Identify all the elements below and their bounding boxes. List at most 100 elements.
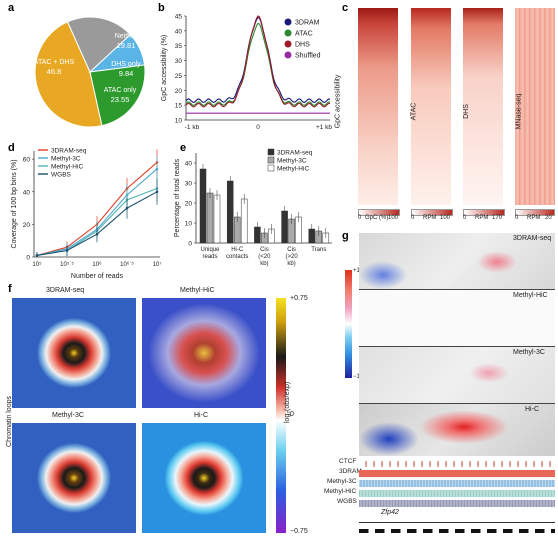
b-legend-marker-3 — [284, 51, 292, 59]
c-scale-3-hi: 20 — [545, 215, 552, 221]
b-xtick-label-2: +1 kb — [316, 124, 332, 131]
b-legend-label-2: DHS — [295, 42, 310, 49]
pie-value-0: 46.8 — [47, 67, 62, 76]
d-point-3-2 — [95, 232, 99, 236]
d-xtick-label-3: 10⁶˙⁵ — [120, 261, 134, 268]
b-ytick-label-7: 45 — [175, 14, 183, 21]
pie-value-1: 19.81 — [117, 41, 136, 50]
e-xtick-label-3-2: kb) — [287, 261, 295, 267]
g-label-3dram: 3DRAM-seq — [513, 235, 552, 242]
d-series-1 — [36, 168, 158, 256]
e-bar-0-1 — [206, 192, 214, 244]
g-label-hic: Hi-C — [525, 406, 539, 413]
e-xtick-label-0-0: Unique — [200, 247, 220, 253]
c-side-label: GpC accessibility — [334, 74, 342, 129]
c-col-label-atac: ATAC — [410, 102, 418, 121]
f-scale-mid: 0 — [290, 411, 294, 418]
e-legend-marker-1 — [267, 156, 275, 164]
panel-label-f: f — [8, 283, 12, 295]
b-legend-marker-1 — [284, 29, 292, 37]
g-label-ctcf: CTCF — [339, 458, 357, 465]
f-title-3: Hi-C — [194, 412, 208, 419]
c-col-label-mnase: MNase-seq — [515, 93, 523, 130]
d-ytick-label-1: 20 — [23, 222, 31, 229]
c-scale-3 — [515, 209, 555, 216]
d-xlabel: Number of reads — [71, 273, 124, 280]
e-ytick-label-0: 0 — [188, 241, 192, 248]
g-3dram-track — [359, 470, 555, 477]
pie-value-3: 23.55 — [111, 95, 130, 104]
pie-slice-3 — [89, 64, 146, 127]
f-colorbar — [276, 298, 286, 533]
panel-f: 3DRAM-seq Methyl-HiC Methyl-3C Hi-C Chro… — [6, 283, 336, 537]
c-scale-3-unit: RPM — [527, 215, 541, 221]
d-xtick-label-4: 10⁷ — [153, 261, 162, 268]
b-ytick-label-1: 15 — [175, 103, 183, 110]
c-scale-1-unit: RPM — [423, 215, 437, 221]
g-label-wgbs: WGBS — [337, 498, 357, 505]
b-legend-marker-2 — [284, 40, 292, 48]
f-title-0: 3DRAM-seq — [46, 287, 85, 294]
g-gene-blocks — [359, 529, 555, 533]
pie-label-0: ATAC + DHS — [34, 59, 75, 66]
g-track-methylhic — [359, 290, 555, 347]
panel-label-a: a — [8, 2, 15, 14]
c-scale-1 — [411, 209, 453, 216]
g-label-3dram-m: 3DRAM — [339, 468, 362, 475]
heatmap-atac — [411, 8, 451, 205]
c-scale-0 — [358, 209, 400, 216]
panel-g: +100 −100 Hi-C score 3DRAM-seq Methyl-Hi… — [324, 233, 555, 537]
e-ytick-label-4: 40 — [185, 161, 193, 168]
b-legend-label-0: 3DRAM — [295, 20, 320, 27]
g-label-methylhic: Methyl-HiC — [513, 292, 548, 299]
g-track-3dram — [359, 233, 555, 290]
g-track-methyl3c — [359, 347, 555, 404]
d-point-1-4 — [155, 167, 159, 171]
e-legend-label-0: 3DRAM-seq — [277, 150, 313, 157]
c-scale-1-lo: 0 — [411, 215, 415, 221]
d-xtick-label-0: 10⁵ — [32, 261, 42, 268]
line-chart-d: 0 20 40 60 10⁵ 10⁵˙⁵ 10⁶ 10⁶˙⁵ 10⁷ Number of read… — [11, 148, 162, 281]
e-legend-marker-2 — [267, 164, 275, 172]
d-ytick-label-3: 60 — [23, 157, 31, 164]
g-methyl3c-track — [359, 480, 555, 487]
e-ytick-label-1: 10 — [185, 221, 193, 228]
f-scale-top: +0.75 — [290, 295, 308, 302]
c-scale-2 — [463, 209, 505, 216]
e-bar-1-2 — [240, 198, 248, 244]
e-xtick-label-2-0: Cis — [260, 247, 269, 253]
c-scale-0-unit: GpC (%) — [365, 215, 389, 221]
heatmap-gpc — [358, 8, 398, 205]
b-legend-label-1: ATAC — [295, 31, 313, 38]
g-gene-label: Zfp42 — [381, 509, 399, 516]
pie-slice-0 — [34, 21, 103, 128]
e-ytick-label-2: 20 — [185, 201, 193, 208]
bar-chart-e: 0 10 20 30 40 Percentage of total reads Unique… — [174, 148, 332, 267]
b-legend-marker-0 — [284, 18, 292, 26]
e-xtick-label-0-1: reads — [202, 254, 217, 260]
d-point-3-0 — [35, 254, 39, 257]
b-ytick-label-0: 10 — [175, 118, 183, 125]
b-series-0 — [185, 16, 330, 104]
b-xtick-label-0: -1 kb — [185, 124, 200, 131]
panel-label-e: e — [180, 142, 187, 154]
b-series-2 — [185, 15, 330, 108]
c-scale-2-hi: 170 — [492, 215, 503, 221]
b-ytick-label-4: 30 — [175, 58, 183, 65]
g-wgbs-track — [359, 500, 555, 507]
apa-3dram — [12, 298, 136, 408]
f-scale-label: log₂(obs/exp) — [284, 381, 291, 423]
c-scale-2-unit: RPM — [475, 215, 489, 221]
c-col-label-dhs: DHS — [462, 104, 470, 119]
d-point-3-1 — [65, 249, 69, 252]
apa-methylhic — [142, 298, 266, 408]
e-xtick-label-3-0: Cis — [287, 247, 296, 253]
panel-label-g: g — [342, 230, 349, 242]
d-ytick-label-0: 0 — [26, 255, 30, 262]
b-ytick-label-6: 40 — [175, 28, 183, 35]
b-xtick-label-1: 0 — [256, 124, 260, 131]
e-xtick-label-4-0: Trans — [311, 247, 326, 253]
d-xtick-label-2: 10⁶ — [92, 261, 102, 268]
g-label-methylhic-m: Methyl-HiC — [324, 488, 357, 495]
